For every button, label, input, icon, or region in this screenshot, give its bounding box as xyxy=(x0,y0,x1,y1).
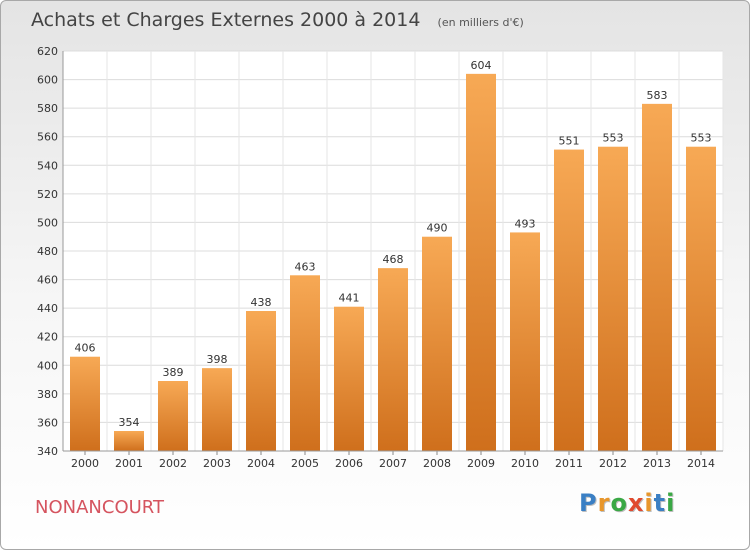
y-tick-label: 380 xyxy=(37,388,58,401)
bar xyxy=(510,232,540,451)
data-label: 553 xyxy=(691,132,712,145)
bar xyxy=(422,236,452,451)
logo-letter: i xyxy=(644,489,654,517)
data-label: 463 xyxy=(295,260,316,273)
data-label: 398 xyxy=(207,353,228,366)
bar xyxy=(290,275,320,451)
y-tick-label: 500 xyxy=(37,216,58,229)
data-label: 438 xyxy=(251,296,272,309)
bar xyxy=(334,306,364,451)
x-tick-label: 2007 xyxy=(379,457,407,470)
x-tick-label: 2000 xyxy=(71,457,99,470)
data-label: 354 xyxy=(119,416,140,429)
bar xyxy=(642,103,672,451)
bar xyxy=(70,356,100,451)
x-tick-label: 2008 xyxy=(423,457,451,470)
logo-letter: P xyxy=(579,489,598,517)
data-label: 553 xyxy=(603,132,624,145)
x-tick-label: 2012 xyxy=(599,457,627,470)
bar xyxy=(246,311,276,451)
data-label: 551 xyxy=(559,135,580,148)
data-label: 604 xyxy=(471,59,492,72)
logo-letter: i xyxy=(666,489,676,517)
y-tick-label: 560 xyxy=(37,131,58,144)
y-tick-label: 580 xyxy=(37,102,58,115)
proxiti-logo: Proxiti xyxy=(579,489,675,517)
y-tick-label: 540 xyxy=(37,159,58,172)
logo-letter: t xyxy=(653,489,667,517)
bar xyxy=(202,368,232,451)
x-tick-label: 2013 xyxy=(643,457,671,470)
y-tick-label: 440 xyxy=(37,302,58,315)
data-label: 389 xyxy=(163,366,184,379)
y-tick-label: 340 xyxy=(37,445,58,458)
y-tick-label: 460 xyxy=(37,274,58,287)
x-tick-label: 2001 xyxy=(115,457,143,470)
y-tick-label: 520 xyxy=(37,188,58,201)
data-label: 583 xyxy=(647,89,668,102)
logo-letter: o xyxy=(610,489,628,517)
y-tick-label: 400 xyxy=(37,359,58,372)
data-label: 468 xyxy=(383,253,404,266)
y-tick-label: 600 xyxy=(37,74,58,87)
y-tick-label: 480 xyxy=(37,245,58,258)
data-label: 441 xyxy=(339,292,360,305)
x-tick-label: 2006 xyxy=(335,457,363,470)
logo-letter: r xyxy=(597,489,611,517)
x-tick-label: 2003 xyxy=(203,457,231,470)
chart-title-row: Achats et Charges Externes 2000 à 2014 (… xyxy=(31,9,524,31)
bar xyxy=(686,146,716,451)
y-tick-label: 360 xyxy=(37,416,58,429)
bar xyxy=(158,381,188,451)
bar xyxy=(114,431,144,451)
x-tick-label: 2004 xyxy=(247,457,275,470)
y-tick-label: 420 xyxy=(37,331,58,344)
x-tick-label: 2002 xyxy=(159,457,187,470)
bar xyxy=(378,268,408,451)
axes: 340 360 380 400 420 440 460 480 500 520 540 560 580 6… xyxy=(37,45,723,470)
x-tick-label: 2011 xyxy=(555,457,583,470)
bars xyxy=(70,73,716,452)
data-label: 490 xyxy=(427,222,448,235)
x-tick-label: 2014 xyxy=(687,457,715,470)
chart-title: Achats et Charges Externes 2000 à 2014 xyxy=(31,9,421,31)
bar xyxy=(554,149,584,452)
bar xyxy=(466,73,496,451)
chart-subtitle: (en milliers d'€) xyxy=(437,16,524,29)
data-label: 406 xyxy=(75,342,96,355)
x-tick-label: 2010 xyxy=(511,457,539,470)
data-label: 493 xyxy=(515,217,536,230)
y-tick-label: 620 xyxy=(37,45,58,58)
bar xyxy=(598,146,628,451)
commune-name: NONANCOURT xyxy=(35,497,164,518)
logo-letter: x xyxy=(627,489,645,517)
x-tick-label: 2009 xyxy=(467,457,495,470)
x-tick-label: 2005 xyxy=(291,457,319,470)
